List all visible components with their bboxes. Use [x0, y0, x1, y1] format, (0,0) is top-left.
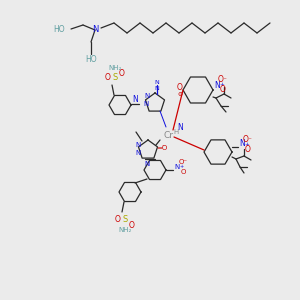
- Text: N: N: [135, 142, 141, 148]
- Text: O: O: [220, 85, 226, 94]
- Text: O: O: [119, 68, 125, 77]
- Text: =O: =O: [156, 145, 167, 151]
- Text: O: O: [105, 74, 111, 82]
- Text: Cr: Cr: [163, 130, 173, 140]
- Text: O: O: [115, 214, 121, 224]
- Text: O: O: [245, 145, 251, 154]
- Text: N: N: [154, 86, 159, 92]
- Text: O: O: [180, 169, 186, 175]
- Text: N: N: [132, 95, 138, 104]
- Text: +: +: [220, 82, 224, 88]
- Text: HO: HO: [53, 25, 65, 34]
- Text: ⊖: ⊖: [177, 92, 183, 97]
- Text: O⁻: O⁻: [218, 74, 228, 83]
- Text: N: N: [239, 140, 245, 148]
- Text: N: N: [214, 80, 220, 89]
- Text: N: N: [144, 161, 150, 167]
- Text: NH₂: NH₂: [108, 65, 122, 71]
- Text: S: S: [122, 214, 128, 224]
- Text: HO: HO: [85, 56, 97, 64]
- Text: N: N: [135, 150, 141, 156]
- Text: +: +: [244, 142, 249, 146]
- Text: N: N: [154, 80, 159, 85]
- Text: N: N: [143, 101, 148, 107]
- Text: N: N: [144, 93, 150, 99]
- Text: N: N: [177, 122, 183, 131]
- Text: ⁻: ⁻: [162, 146, 165, 151]
- Text: O: O: [129, 220, 135, 230]
- Text: S: S: [112, 74, 118, 82]
- Text: O⁻: O⁻: [178, 159, 188, 165]
- Text: O: O: [177, 83, 183, 92]
- Text: O⁻: O⁻: [243, 134, 253, 143]
- Text: NH₂: NH₂: [118, 227, 132, 233]
- Text: +: +: [180, 164, 184, 169]
- Text: H: H: [173, 129, 178, 135]
- Text: N: N: [92, 26, 98, 34]
- Text: N: N: [174, 164, 180, 170]
